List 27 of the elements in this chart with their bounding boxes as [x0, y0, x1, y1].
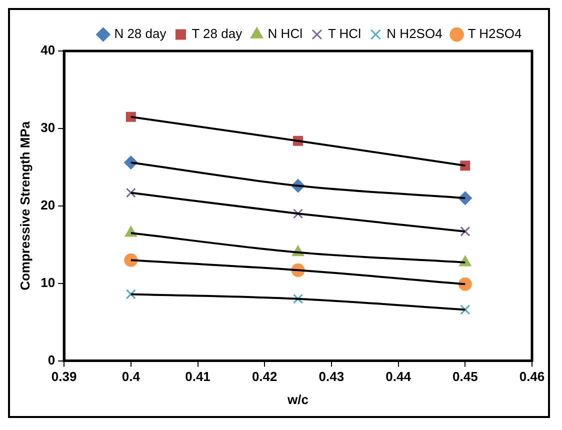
legend-label: T H2SO4	[468, 26, 522, 42]
point	[293, 208, 304, 219]
x-tick-label: 0.43	[318, 369, 344, 384]
x-tick-label: 0.39	[51, 369, 77, 384]
point	[293, 294, 304, 304]
y-tick-label: 10	[40, 274, 56, 290]
legend-label: N H2SO4	[386, 26, 442, 42]
y-axis-title: Compressive Strength MPa	[17, 120, 32, 290]
y-tick-label: 30	[40, 120, 56, 136]
legend-label: T HCl	[328, 26, 362, 42]
point	[126, 188, 136, 198]
x-tick-label: 0.42	[252, 369, 278, 384]
point	[126, 289, 136, 300]
legend-label: N HCl	[268, 26, 303, 42]
point	[460, 304, 470, 315]
legend-label: T 28 day	[192, 26, 243, 42]
legend-label: N 28 day	[114, 26, 167, 42]
x-tick-label: 0.46	[519, 369, 545, 384]
y-tick-label: 40	[40, 42, 56, 58]
x-axis-title: w/c	[286, 392, 309, 407]
x-tick-label: 0.41	[185, 369, 210, 384]
x-tick-label: 0.4	[122, 369, 141, 384]
point	[460, 226, 470, 236]
x-tick-label: 0.45	[452, 369, 478, 384]
y-tick-label: 0	[48, 352, 56, 368]
x-tick-label: 0.44	[386, 369, 412, 384]
y-tick-label: 20	[40, 197, 56, 212]
